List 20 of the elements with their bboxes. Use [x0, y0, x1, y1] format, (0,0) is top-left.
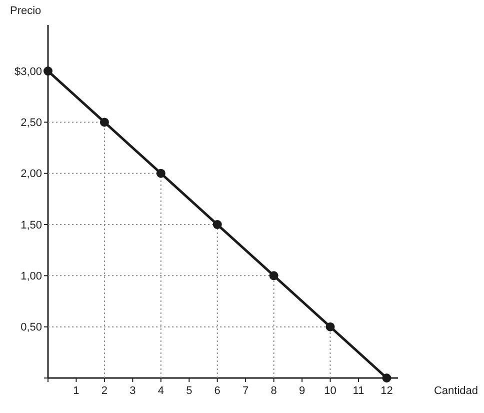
y-tick-label: $3,00 — [14, 66, 42, 78]
y-tick-label: 0,50 — [20, 322, 42, 334]
x-tick-label: 10 — [324, 385, 336, 397]
x-tick-label: 7 — [242, 385, 249, 397]
x-tick-label: 4 — [158, 385, 164, 397]
x-tick-label: 1 — [73, 385, 80, 397]
x-tick-label: 2 — [101, 385, 108, 397]
x-axis-title: Cantidad — [434, 385, 478, 397]
y-tick-label: 1,00 — [20, 270, 42, 283]
x-tick-label: 11 — [352, 385, 364, 397]
x-tick-label: 3 — [130, 385, 136, 397]
x-tick-label: 8 — [270, 385, 277, 397]
y-tick-label: 1,50 — [20, 219, 42, 232]
x-tick-label: 6 — [214, 385, 220, 397]
y-tick-label: 2,00 — [20, 168, 42, 180]
x-tick-label: 5 — [186, 385, 192, 397]
y-axis-title: Precio — [10, 5, 42, 17]
x-tick-label: 9 — [298, 385, 306, 397]
x-tick-label: 12 — [380, 385, 393, 397]
y-tick-label: 2,50 — [20, 117, 42, 130]
